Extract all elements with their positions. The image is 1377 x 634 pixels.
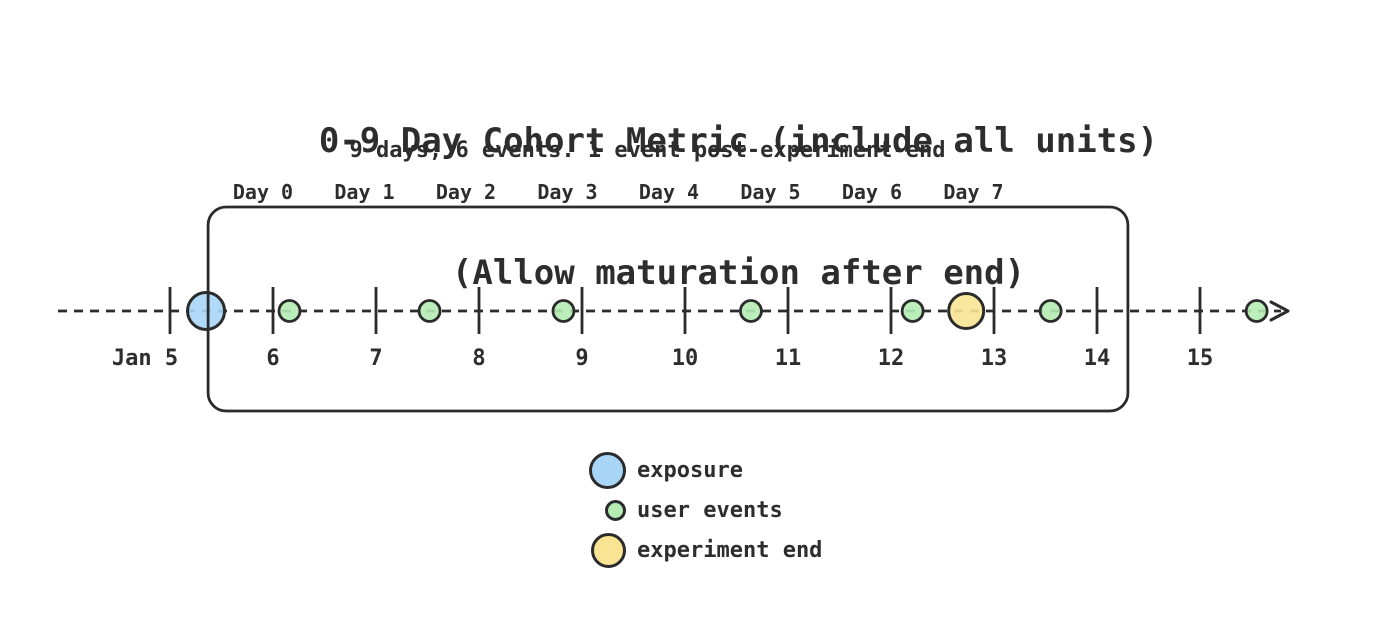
cohort-window-box [206,205,1130,413]
user-event-marker [551,299,576,323]
day-label: Day 4 [639,180,699,204]
legend-item-exposure: exposure [588,450,822,490]
legend-item-end: experiment end [588,530,822,570]
legend-item-event: user events [588,490,822,530]
user-event-marker [900,299,925,323]
day-label: Day 5 [740,180,800,204]
day-label: Day 1 [334,180,394,204]
chart-title: 0-9 Day Cohort Metric (include all units… [100,31,1377,383]
user-event-marker [417,299,442,323]
legend-label: user events [637,497,783,523]
tick-label: 12 [878,346,905,371]
day-label: Day 3 [537,180,597,204]
legend-swatch-box [588,499,626,521]
user-event-marker [277,299,302,323]
day-label: Day 0 [233,180,293,204]
legend-label: exposure [637,457,743,483]
tick-label: 13 [981,346,1008,371]
tick-label: 10 [672,346,699,371]
legend-label: experiment end [637,537,823,563]
legend-swatch-box [588,532,626,568]
legend: exposure user events experiment end [588,450,822,570]
user-event-marker [739,299,763,323]
chart-subtitle: 9 days, 6 events. 1 event post-experimen… [349,138,946,163]
day-label: Day 2 [436,180,496,204]
tick-label: 7 [369,346,382,371]
axis-arrowhead-icon [1269,300,1290,322]
tick-label: 9 [575,346,588,371]
end-swatch-icon [591,532,626,568]
experiment-end-marker [947,292,986,330]
chart-title-line-2: (Allow maturation after end) [451,253,1026,293]
tick-label: 14 [1084,346,1111,371]
event-swatch-icon [605,499,626,521]
day-label: Day 6 [842,180,902,204]
user-event-marker [1038,299,1063,323]
tick-label: 8 [472,346,485,371]
exposure-swatch-icon [589,451,626,489]
chart-title-line-1: 0-9 Day Cohort Metric (include all units… [318,121,1159,161]
tick-label: 6 [266,346,279,371]
tick-label: 15 [1187,346,1214,371]
user-event-marker [1244,299,1269,323]
legend-swatch-box [588,451,626,489]
tick-label: 11 [775,346,802,371]
tick-label: Jan 5 [112,346,178,371]
day-label: Day 7 [943,180,1003,204]
exposure-marker [186,291,227,331]
